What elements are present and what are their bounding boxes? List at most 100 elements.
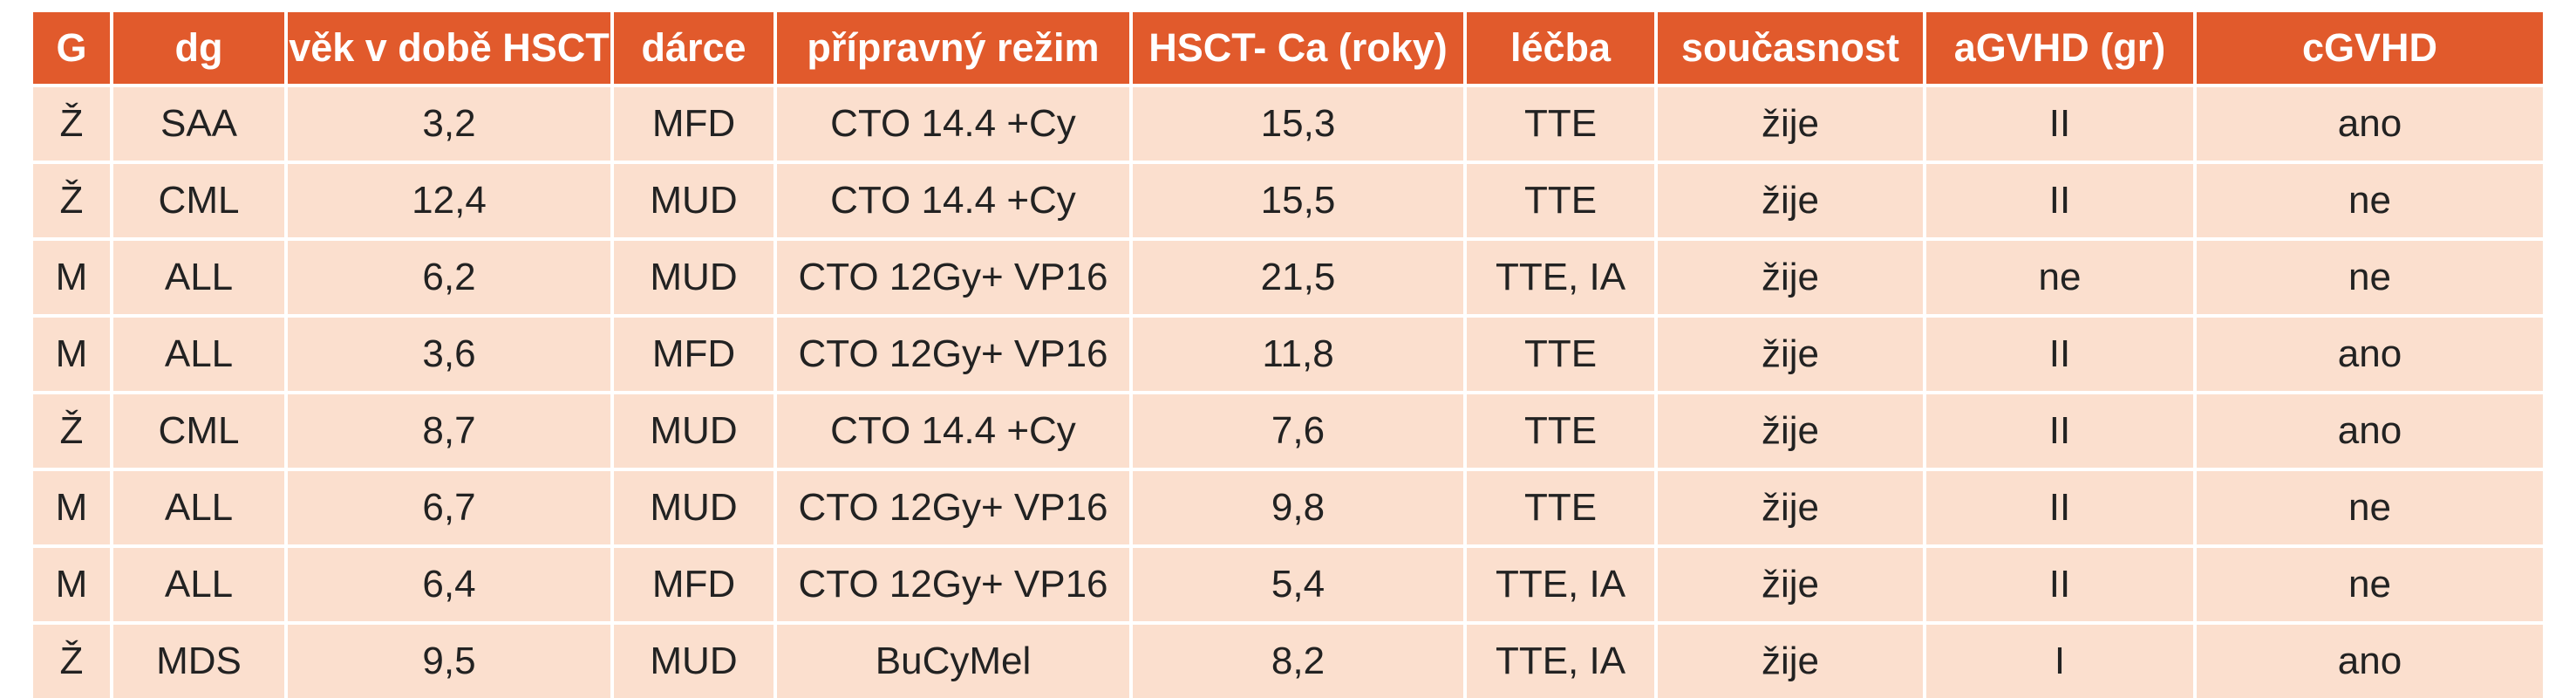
cell-cgvhd: ne bbox=[2197, 468, 2543, 544]
cell-current-status: žije bbox=[1658, 161, 1926, 237]
cell-donor: MUD bbox=[614, 391, 777, 468]
cell-conditioning-regimen: CTO 14.4 +Cy bbox=[777, 391, 1133, 468]
header-age-at-hsct: věk v době HSCT bbox=[288, 12, 614, 84]
cell-agvhd: II bbox=[1926, 391, 2197, 468]
cell-gender: Ž bbox=[33, 161, 113, 237]
cell-donor: MUD bbox=[614, 621, 777, 698]
cell-cgvhd: ano bbox=[2197, 84, 2543, 161]
cell-diagnosis: CML bbox=[113, 161, 288, 237]
table-row: M ALL 3,6 MFD CTO 12Gy+ VP16 11,8 TTE žije II ano bbox=[33, 314, 2543, 391]
cell-agvhd: II bbox=[1926, 161, 2197, 237]
cell-diagnosis: MDS bbox=[113, 621, 288, 698]
cell-donor: MFD bbox=[614, 544, 777, 621]
cell-agvhd: II bbox=[1926, 468, 2197, 544]
cell-conditioning-regimen: CTO 12Gy+ VP16 bbox=[777, 544, 1133, 621]
cell-current-status: žije bbox=[1658, 391, 1926, 468]
cell-age-at-hsct: 6,4 bbox=[288, 544, 614, 621]
cell-conditioning-regimen: CTO 12Gy+ VP16 bbox=[777, 314, 1133, 391]
cell-current-status: žije bbox=[1658, 237, 1926, 314]
header-hsct-ca-years: HSCT- Ca (roky) bbox=[1133, 12, 1467, 84]
cell-current-status: žije bbox=[1658, 621, 1926, 698]
cell-gender: Ž bbox=[33, 621, 113, 698]
cell-hsct-ca-years: 15,3 bbox=[1133, 84, 1467, 161]
cell-gender: M bbox=[33, 468, 113, 544]
table-row: Ž SAA 3,2 MFD CTO 14.4 +Cy 15,3 TTE žije II ano bbox=[33, 84, 2543, 161]
cell-age-at-hsct: 3,6 bbox=[288, 314, 614, 391]
cell-conditioning-regimen: CTO 12Gy+ VP16 bbox=[777, 468, 1133, 544]
cell-current-status: žije bbox=[1658, 468, 1926, 544]
cell-conditioning-regimen: CTO 12Gy+ VP16 bbox=[777, 237, 1133, 314]
cell-gender: M bbox=[33, 237, 113, 314]
cell-hsct-ca-years: 15,5 bbox=[1133, 161, 1467, 237]
cell-gender: M bbox=[33, 544, 113, 621]
cell-cgvhd: ne bbox=[2197, 544, 2543, 621]
table-row: Ž CML 12,4 MUD CTO 14.4 +Cy 15,5 TTE žije II ne bbox=[33, 161, 2543, 237]
header-donor: dárce bbox=[614, 12, 777, 84]
header-gender: G bbox=[33, 12, 113, 84]
cell-agvhd: II bbox=[1926, 544, 2197, 621]
header-diagnosis: dg bbox=[113, 12, 288, 84]
cell-diagnosis: CML bbox=[113, 391, 288, 468]
cell-treatment: TTE, IA bbox=[1467, 621, 1658, 698]
cell-gender: M bbox=[33, 314, 113, 391]
cell-age-at-hsct: 9,5 bbox=[288, 621, 614, 698]
cell-conditioning-regimen: CTO 14.4 +Cy bbox=[777, 84, 1133, 161]
cell-cgvhd: ano bbox=[2197, 391, 2543, 468]
header-current-status: současnost bbox=[1658, 12, 1926, 84]
cell-treatment: TTE bbox=[1467, 468, 1658, 544]
cell-diagnosis: ALL bbox=[113, 314, 288, 391]
header-treatment: léčba bbox=[1467, 12, 1658, 84]
cell-agvhd: ne bbox=[1926, 237, 2197, 314]
cell-donor: MUD bbox=[614, 161, 777, 237]
cell-donor: MUD bbox=[614, 468, 777, 544]
cell-treatment: TTE, IA bbox=[1467, 544, 1658, 621]
cell-hsct-ca-years: 9,8 bbox=[1133, 468, 1467, 544]
header-cgvhd: cGVHD bbox=[2197, 12, 2543, 84]
cell-hsct-ca-years: 8,2 bbox=[1133, 621, 1467, 698]
cell-current-status: žije bbox=[1658, 84, 1926, 161]
table-row: M ALL 6,2 MUD CTO 12Gy+ VP16 21,5 TTE, IA žije n… bbox=[33, 237, 2543, 314]
cell-agvhd: I bbox=[1926, 621, 2197, 698]
cell-current-status: žije bbox=[1658, 314, 1926, 391]
cell-cgvhd: ano bbox=[2197, 314, 2543, 391]
cell-treatment: TTE bbox=[1467, 391, 1658, 468]
cell-diagnosis: SAA bbox=[113, 84, 288, 161]
cell-hsct-ca-years: 21,5 bbox=[1133, 237, 1467, 314]
cell-conditioning-regimen: CTO 14.4 +Cy bbox=[777, 161, 1133, 237]
cell-treatment: TTE bbox=[1467, 84, 1658, 161]
cell-diagnosis: ALL bbox=[113, 237, 288, 314]
cell-treatment: TTE bbox=[1467, 314, 1658, 391]
table-body: Ž SAA 3,2 MFD CTO 14.4 +Cy 15,3 TTE žije II ano Ž C… bbox=[33, 84, 2543, 698]
cell-age-at-hsct: 6,7 bbox=[288, 468, 614, 544]
table-row: Ž CML 8,7 MUD CTO 14.4 +Cy 7,6 TTE žije II ano bbox=[33, 391, 2543, 468]
data-table-container: G dg věk v době HSCT dárce přípravný rež… bbox=[33, 12, 2543, 698]
table-row: M ALL 6,4 MFD CTO 12Gy+ VP16 5,4 TTE, IA žije II… bbox=[33, 544, 2543, 621]
cell-cgvhd: ano bbox=[2197, 621, 2543, 698]
cell-agvhd: II bbox=[1926, 314, 2197, 391]
cell-treatment: TTE bbox=[1467, 161, 1658, 237]
cell-hsct-ca-years: 5,4 bbox=[1133, 544, 1467, 621]
patients-table: G dg věk v době HSCT dárce přípravný rež… bbox=[33, 12, 2543, 698]
cell-treatment: TTE, IA bbox=[1467, 237, 1658, 314]
cell-donor: MUD bbox=[614, 237, 777, 314]
cell-age-at-hsct: 12,4 bbox=[288, 161, 614, 237]
cell-diagnosis: ALL bbox=[113, 544, 288, 621]
cell-hsct-ca-years: 7,6 bbox=[1133, 391, 1467, 468]
cell-current-status: žije bbox=[1658, 544, 1926, 621]
cell-donor: MFD bbox=[614, 314, 777, 391]
cell-age-at-hsct: 8,7 bbox=[288, 391, 614, 468]
cell-donor: MFD bbox=[614, 84, 777, 161]
cell-cgvhd: ne bbox=[2197, 237, 2543, 314]
cell-age-at-hsct: 3,2 bbox=[288, 84, 614, 161]
cell-cgvhd: ne bbox=[2197, 161, 2543, 237]
cell-diagnosis: ALL bbox=[113, 468, 288, 544]
cell-hsct-ca-years: 11,8 bbox=[1133, 314, 1467, 391]
cell-age-at-hsct: 6,2 bbox=[288, 237, 614, 314]
header-conditioning-regimen: přípravný režim bbox=[777, 12, 1133, 84]
cell-gender: Ž bbox=[33, 84, 113, 161]
cell-gender: Ž bbox=[33, 391, 113, 468]
header-row: G dg věk v době HSCT dárce přípravný rež… bbox=[33, 12, 2543, 84]
table-row: M ALL 6,7 MUD CTO 12Gy+ VP16 9,8 TTE žije II ne bbox=[33, 468, 2543, 544]
cell-conditioning-regimen: BuCyMel bbox=[777, 621, 1133, 698]
